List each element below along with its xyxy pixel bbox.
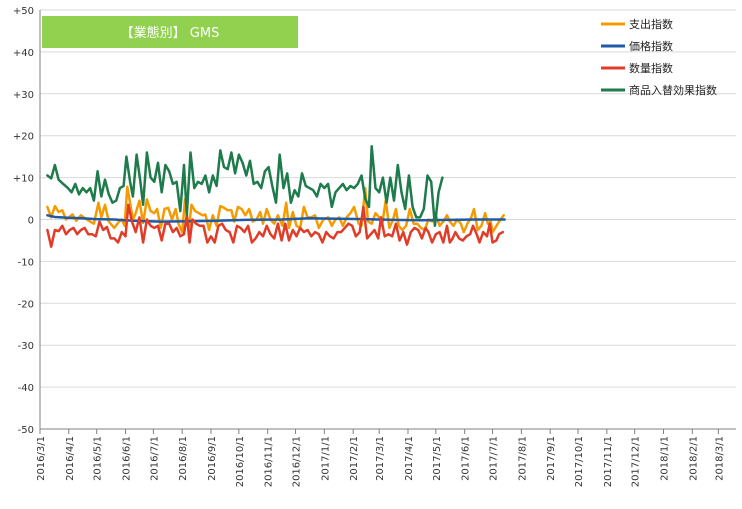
x-tick-label: 2016/9/1 [207, 436, 218, 481]
x-tick-label: 2016/12/1 [292, 436, 303, 487]
y-tick-label: +40 [13, 48, 34, 59]
x-tick-label: 2017/1/1 [320, 436, 331, 481]
x-tick-label: 2016/5/1 [93, 436, 104, 481]
title-banner-box [42, 16, 298, 48]
y-tick-label: +30 [13, 90, 34, 101]
y-tick-label: +50 [13, 6, 34, 17]
x-tick-label: 2017/8/1 [517, 436, 528, 481]
x-tick-label: 2017/2/1 [349, 436, 360, 481]
x-tick-label: 2017/9/1 [546, 436, 557, 481]
legend-item: 支出指数 [601, 17, 673, 31]
legend-item: 商品入替効果指数 [601, 83, 717, 97]
series-line-3 [46, 203, 505, 248]
y-tick-label: 0 [28, 216, 34, 227]
y-axis: +50 +40 +30 +20 +10 0 -10 -20 -30 -40 -50 [13, 6, 736, 436]
y-tick-label: +20 [13, 132, 34, 143]
x-tick-label: 2018/3/1 [714, 436, 725, 481]
y-tick-label: +10 [13, 174, 34, 185]
chart-title: 【業態別】 GMS [121, 25, 220, 41]
x-axis: 2016/3/1 2016/4/1 2016/5/1 2016/6/1 2016/7/1… [36, 429, 725, 487]
title-banner: 【業態別】 GMS [42, 16, 298, 48]
legend-label: 価格指数 [629, 39, 673, 53]
x-tick-label: 2016/4/1 [65, 436, 76, 481]
x-tick-label: 2017/5/1 [432, 436, 443, 481]
x-tick-label: 2017/6/1 [461, 436, 472, 481]
x-tick-label: 2017/3/1 [375, 436, 386, 481]
x-tick-label: 2016/3/1 [36, 436, 47, 481]
x-tick-label: 2017/10/1 [574, 436, 585, 487]
y-tick-label: -10 [18, 257, 34, 268]
x-tick-label: 2017/7/1 [489, 436, 500, 481]
y-tick-label: -20 [18, 299, 34, 310]
x-tick-label: 2016/8/1 [178, 436, 189, 481]
y-tick-label: -50 [18, 425, 34, 436]
x-tick-label: 2016/6/1 [121, 436, 132, 481]
x-tick-label: 2018/2/1 [688, 436, 699, 481]
x-tick-label: 2017/12/1 [631, 436, 642, 487]
legend-item: 数量指数 [601, 61, 673, 75]
x-tick-label: 2016/10/1 [235, 436, 246, 487]
x-tick-label: 2016/11/1 [264, 436, 275, 487]
y-tick-label: -40 [18, 383, 34, 394]
series-lines [46, 144, 506, 248]
y-tick-label: -30 [18, 341, 34, 352]
x-tick-label: 2016/7/1 [149, 436, 160, 481]
x-tick-label: 2018/1/1 [660, 436, 671, 481]
legend-item: 価格指数 [601, 39, 673, 53]
legend-label: 数量指数 [629, 61, 673, 75]
x-tick-label: 2017/4/1 [404, 436, 415, 481]
legend-label: 商品入替効果指数 [629, 83, 717, 97]
series-line-4 [46, 144, 444, 228]
x-tick-label: 2017/11/1 [603, 436, 614, 487]
series-line-2 [46, 214, 506, 223]
legend-label: 支出指数 [629, 17, 673, 31]
